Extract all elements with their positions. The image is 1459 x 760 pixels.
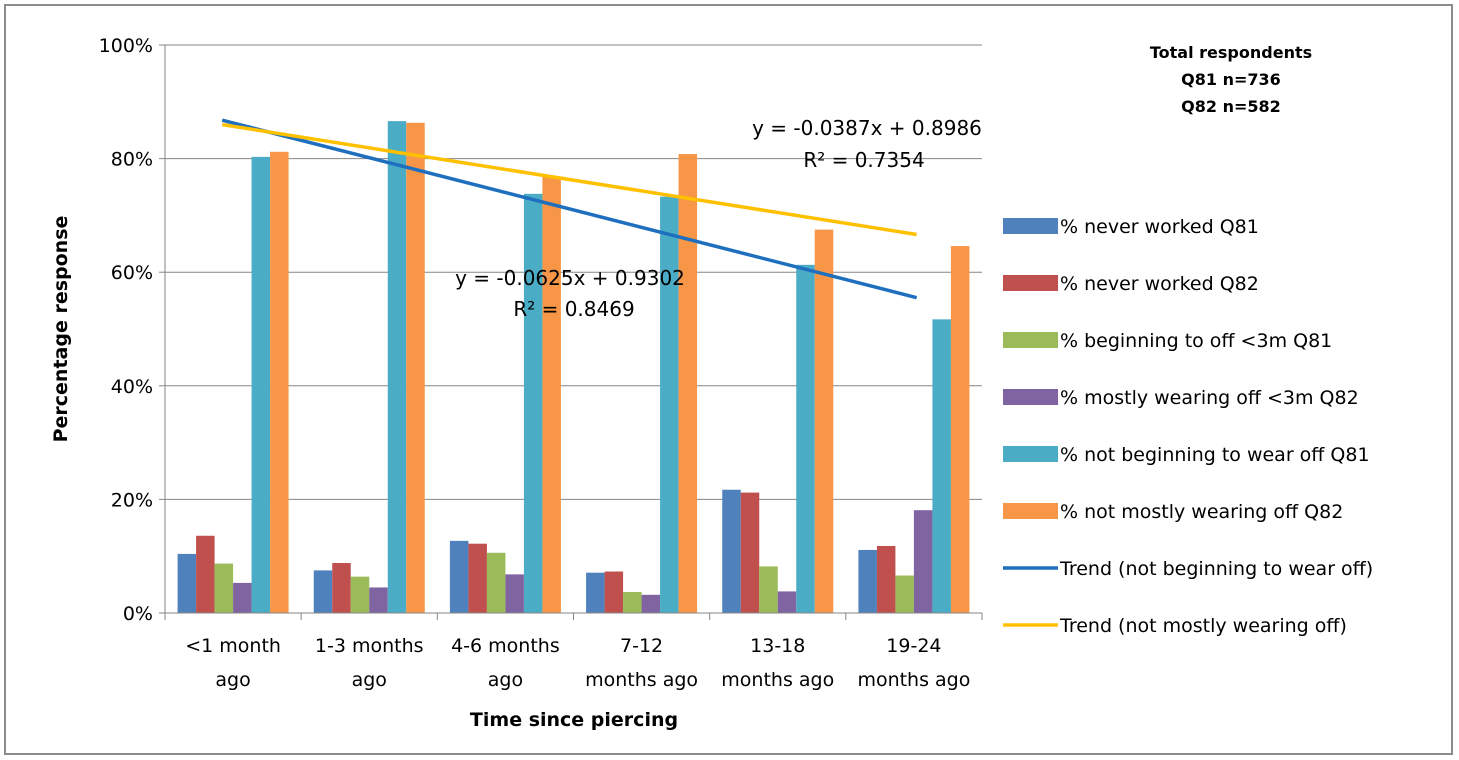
grid-lines (165, 44, 982, 500)
bar (406, 122, 425, 613)
bar (233, 582, 252, 613)
trendline (221, 122, 917, 237)
bar (486, 552, 506, 613)
legend-swatch (1003, 332, 1058, 348)
bar (313, 570, 333, 613)
bar (722, 489, 741, 613)
bar (641, 594, 661, 613)
y-tick-label: 100% (99, 35, 153, 57)
bar (542, 176, 561, 613)
x-tick-label: 1-3 months ago (315, 635, 424, 691)
x-tick-label: 19-24 months ago (857, 635, 970, 691)
trendline-equation: y = -0.0387x + 0.8986 (752, 116, 982, 140)
y-tick-label: 80% (111, 149, 153, 171)
bar (350, 576, 370, 613)
bar (740, 492, 760, 613)
y-tick-label: 20% (111, 489, 153, 511)
bar (586, 572, 605, 613)
legend-label: % mostly wearing off <3m Q82 (1060, 387, 1359, 409)
bar (777, 591, 797, 613)
bar (913, 510, 933, 613)
x-tick-label: 4-6 months ago (451, 635, 560, 691)
bar (950, 246, 970, 613)
trendlines (221, 118, 918, 300)
legend-label: % beginning to off <3m Q81 (1060, 330, 1332, 352)
respondents-note: Q81 n=736 (1181, 70, 1281, 89)
bar (387, 121, 407, 613)
axes: 0% 20% 40% 60% 80% 100% <1 month ago 1-3 months a… (99, 35, 983, 691)
bar (505, 574, 524, 613)
y-axis-title: Percentage response (50, 216, 72, 443)
bar (449, 540, 469, 613)
legend-swatch (1003, 275, 1058, 291)
bar (196, 535, 215, 613)
bar (932, 319, 951, 613)
x-tick-label: <1 month ago (185, 635, 281, 691)
bar (759, 566, 778, 613)
bar (660, 196, 679, 613)
legend-label: % not beginning to wear off Q81 (1060, 444, 1370, 466)
bar (623, 591, 642, 613)
respondents-note: Total respondents (1150, 43, 1312, 62)
legend-label: % never worked Q81 (1060, 216, 1259, 238)
bar (523, 193, 543, 614)
y-tick-label: 40% (111, 376, 153, 398)
legend-label: Trend (not beginning to wear off) (1059, 558, 1373, 580)
legend-label: Trend (not mostly wearing off) (1059, 615, 1347, 637)
bar (796, 264, 815, 613)
bar (468, 543, 487, 613)
bar (604, 571, 624, 613)
x-tick-label: 7-12 months ago (585, 635, 698, 691)
bar (814, 229, 834, 613)
bar (177, 553, 197, 613)
bar (251, 156, 271, 613)
trendline-r-squared: R² = 0.8469 (513, 297, 634, 321)
bar (270, 151, 289, 613)
bar (332, 563, 351, 613)
bar (858, 549, 877, 613)
bar (678, 154, 698, 613)
x-axis-title: Time since piercing (470, 709, 678, 731)
bar (214, 563, 234, 613)
trendline-r-squared: R² = 0.7354 (803, 148, 924, 172)
legend: % never worked Q81 % never worked Q82 % be… (1003, 216, 1373, 637)
legend-swatch (1003, 503, 1058, 519)
legend-swatch (1003, 218, 1058, 234)
legend-swatch (1003, 389, 1058, 405)
bar (876, 545, 896, 613)
legend-label: % never worked Q82 (1060, 273, 1259, 295)
labels: y = -0.0625x + 0.9302 R² = 0.8469 y = -0.0… (50, 43, 1312, 731)
legend-label: % not mostly wearing off Q82 (1060, 501, 1343, 523)
y-tick-label: 0% (123, 603, 153, 625)
legend-swatch (1003, 446, 1058, 462)
trendline (221, 118, 918, 300)
bar (895, 575, 914, 613)
x-tick-label: 13-18 months ago (721, 635, 834, 691)
trendline-equation: y = -0.0625x + 0.9302 (455, 266, 685, 290)
respondents-note: Q82 n=582 (1181, 97, 1281, 116)
bars (177, 121, 970, 614)
y-tick-label: 60% (111, 262, 153, 284)
bar (369, 587, 388, 613)
